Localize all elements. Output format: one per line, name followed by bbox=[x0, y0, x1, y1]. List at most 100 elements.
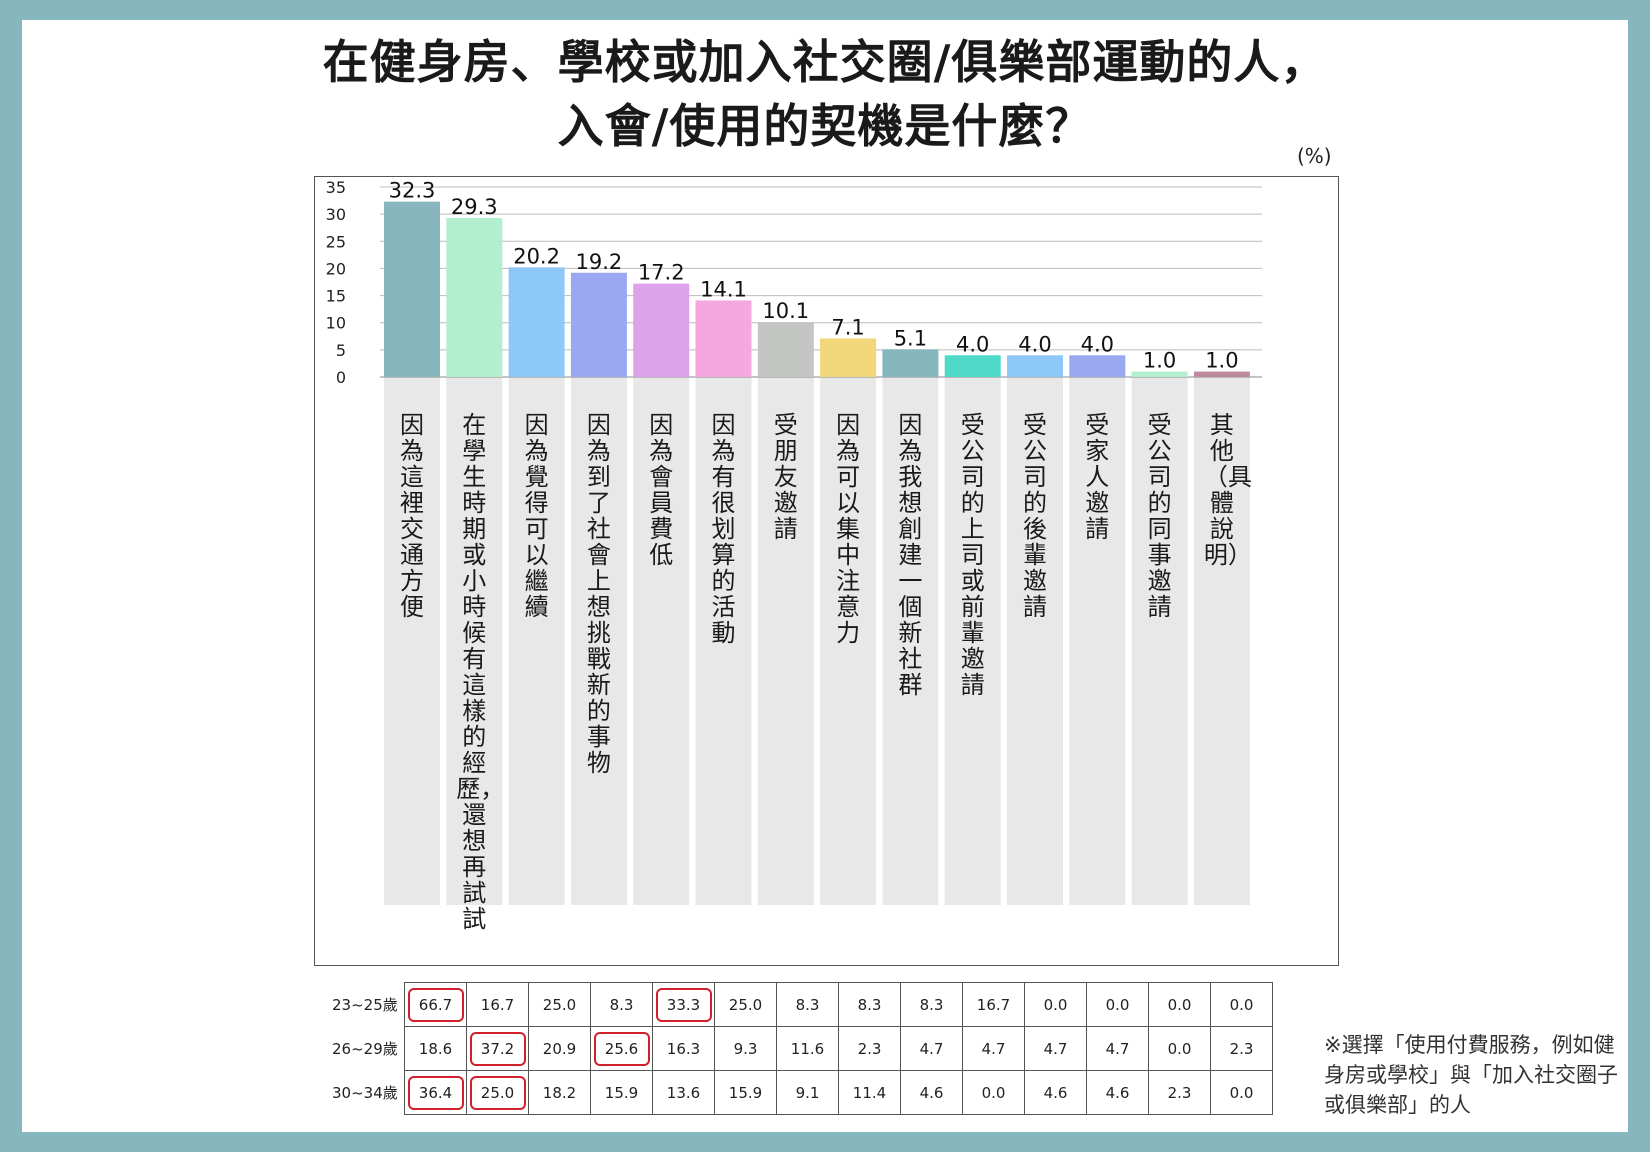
bar-value-label: 4.0 bbox=[956, 332, 989, 356]
bar-value-label: 17.2 bbox=[638, 261, 685, 285]
category-label: 因為覺得可以繼續 bbox=[524, 411, 549, 621]
category-column-bg bbox=[384, 377, 440, 905]
table-cell: 8.3 bbox=[900, 982, 963, 1027]
y-tick-label: 10 bbox=[326, 314, 346, 333]
category-label: 因為有很划算的活動 bbox=[711, 411, 736, 647]
table-cell: 11.4 bbox=[838, 1070, 901, 1115]
y-tick-label: 0 bbox=[336, 368, 346, 387]
bar-value-label: 1.0 bbox=[1143, 349, 1176, 373]
age-label: 26~29歲 bbox=[332, 1040, 398, 1058]
category-column-bg bbox=[1131, 377, 1188, 905]
table-cell: 16.7 bbox=[962, 982, 1025, 1027]
bar-value-label: 20.2 bbox=[513, 244, 560, 268]
bar-value-label: 32.3 bbox=[389, 179, 436, 203]
table-cell: 20.9 bbox=[528, 1026, 591, 1071]
table-cell: 2.3 bbox=[1210, 1026, 1273, 1071]
table-cell: 4.7 bbox=[1086, 1026, 1149, 1071]
table-cell: 8.3 bbox=[776, 982, 839, 1027]
table-cell: 0.0 bbox=[1210, 1070, 1273, 1115]
table-cell: 0.0 bbox=[1086, 982, 1149, 1027]
bar-value-label: 29.3 bbox=[451, 195, 498, 219]
bar bbox=[633, 283, 690, 377]
category-label: 因為到了社會上想挑戰新的事物 bbox=[586, 411, 611, 777]
unit-label: (%) bbox=[1297, 144, 1332, 168]
table-cell: 4.6 bbox=[900, 1070, 963, 1115]
bar bbox=[508, 267, 565, 377]
y-tick-label: 15 bbox=[326, 287, 346, 306]
bar bbox=[446, 217, 503, 377]
age-label: 23~25歲 bbox=[332, 996, 398, 1014]
y-tick-label: 20 bbox=[326, 259, 346, 278]
category-label: 受公司的同事邀請 bbox=[1147, 411, 1172, 621]
category-label: 因為可以集中注意力 bbox=[836, 411, 861, 647]
chart-title-line1: 在健身房、學校或加入社交圈/俱樂部運動的人， bbox=[322, 35, 1328, 89]
bar-value-label: 14.1 bbox=[700, 277, 747, 301]
bar bbox=[1193, 371, 1250, 377]
bar bbox=[944, 355, 1001, 377]
bar-value-label: 4.0 bbox=[1018, 332, 1051, 356]
plot-frame bbox=[314, 176, 1339, 966]
table-cell: 36.4 bbox=[404, 1070, 467, 1115]
table-cell: 0.0 bbox=[1024, 982, 1087, 1027]
table-cell: 25.0 bbox=[528, 982, 591, 1027]
table-cell: 33.3 bbox=[652, 982, 715, 1027]
table-cell: 25.0 bbox=[714, 982, 777, 1027]
category-column-bg bbox=[695, 377, 752, 905]
y-tick-label: 35 bbox=[326, 178, 346, 197]
table-cell: 2.3 bbox=[1148, 1070, 1211, 1115]
table-cell: 25.6 bbox=[590, 1026, 653, 1071]
age-breakdown-table: 66.7 16.7 25.0 8.3 33.3 25.0 8.3 8.3 8.3 16.7 0.0 0… bbox=[404, 982, 1273, 1115]
table-cell: 4.6 bbox=[1086, 1070, 1149, 1115]
table-cell: 16.7 bbox=[466, 982, 529, 1027]
category-column-bg bbox=[1193, 377, 1250, 905]
category-label: 其他（具體說明） bbox=[1203, 411, 1252, 569]
category-column-bg bbox=[820, 377, 877, 905]
category-column-bg bbox=[508, 377, 565, 905]
category-column-bg bbox=[446, 377, 503, 905]
table-cell: 0.0 bbox=[1148, 1026, 1211, 1071]
category-column-bg bbox=[1069, 377, 1126, 905]
y-tick-label: 30 bbox=[326, 205, 346, 224]
category-label: 在學生時期或小時候有這樣的經歷，還想再試試 bbox=[456, 411, 505, 933]
bar bbox=[882, 349, 939, 377]
chart-title-line2: 入會/使用的契機是什麼？ bbox=[557, 99, 1093, 153]
table-cell: 18.2 bbox=[528, 1070, 591, 1115]
category-label: 因為這裡交通方便 bbox=[400, 411, 424, 621]
table-cell: 15.9 bbox=[590, 1070, 653, 1115]
bar bbox=[570, 272, 627, 377]
table-cell: 2.3 bbox=[838, 1026, 901, 1071]
bar-value-label: 10.1 bbox=[762, 299, 809, 323]
table-row: 66.7 16.7 25.0 8.3 33.3 25.0 8.3 8.3 8.3 16.7 0.0 0… bbox=[404, 982, 1273, 1027]
category-label: 因為我想創建一個新社群 bbox=[898, 411, 923, 699]
table-cell: 4.6 bbox=[1024, 1070, 1087, 1115]
table-cell: 18.6 bbox=[404, 1026, 467, 1071]
table-cell: 15.9 bbox=[714, 1070, 777, 1115]
category-column-bg bbox=[1007, 377, 1063, 905]
bar bbox=[1131, 371, 1188, 377]
category-column-bg bbox=[570, 377, 627, 905]
table-row: 18.6 37.2 20.9 25.6 16.3 9.3 11.6 2.3 4.7 4.7 4.7 4… bbox=[404, 1026, 1273, 1071]
table-row: 36.4 25.0 18.2 15.9 13.6 15.9 9.1 11.4 4.6 0.0 4.6… bbox=[404, 1070, 1273, 1115]
category-column-bg bbox=[757, 377, 814, 905]
bar bbox=[820, 338, 877, 377]
bar bbox=[1069, 355, 1126, 377]
bar-chart: 0 5 10 15 20 25 30 35 32.3 29.3 20.2 19.2 17.2 14.1 10… bbox=[326, 178, 1262, 905]
bar bbox=[384, 201, 440, 377]
chart-card: 在健身房、學校或加入社交圈/俱樂部運動的人， 入會/使用的契機是什麼？ (%) … bbox=[22, 20, 1628, 1132]
table-cell: 25.0 bbox=[466, 1070, 529, 1115]
bar bbox=[757, 322, 814, 377]
table-cell: 0.0 bbox=[962, 1070, 1025, 1115]
bar bbox=[695, 300, 752, 377]
table-cell: 9.3 bbox=[714, 1026, 777, 1071]
bar-value-label: 5.1 bbox=[894, 326, 927, 350]
table-cell: 4.7 bbox=[962, 1026, 1025, 1071]
table-cell: 0.0 bbox=[1148, 982, 1211, 1027]
table-cell: 11.6 bbox=[776, 1026, 839, 1071]
category-label: 因為會員費低 bbox=[649, 411, 674, 569]
table-cell: 4.7 bbox=[1024, 1026, 1087, 1071]
category-column-bg bbox=[882, 377, 939, 905]
bar-value-label: 1.0 bbox=[1205, 349, 1238, 373]
table-cell: 13.6 bbox=[652, 1070, 715, 1115]
footnote: ※選擇「使用付費服務，例如健身房或學校」與「加入社交圈子或俱樂部」的人 bbox=[1324, 1033, 1618, 1117]
table-cell: 9.1 bbox=[776, 1070, 839, 1115]
